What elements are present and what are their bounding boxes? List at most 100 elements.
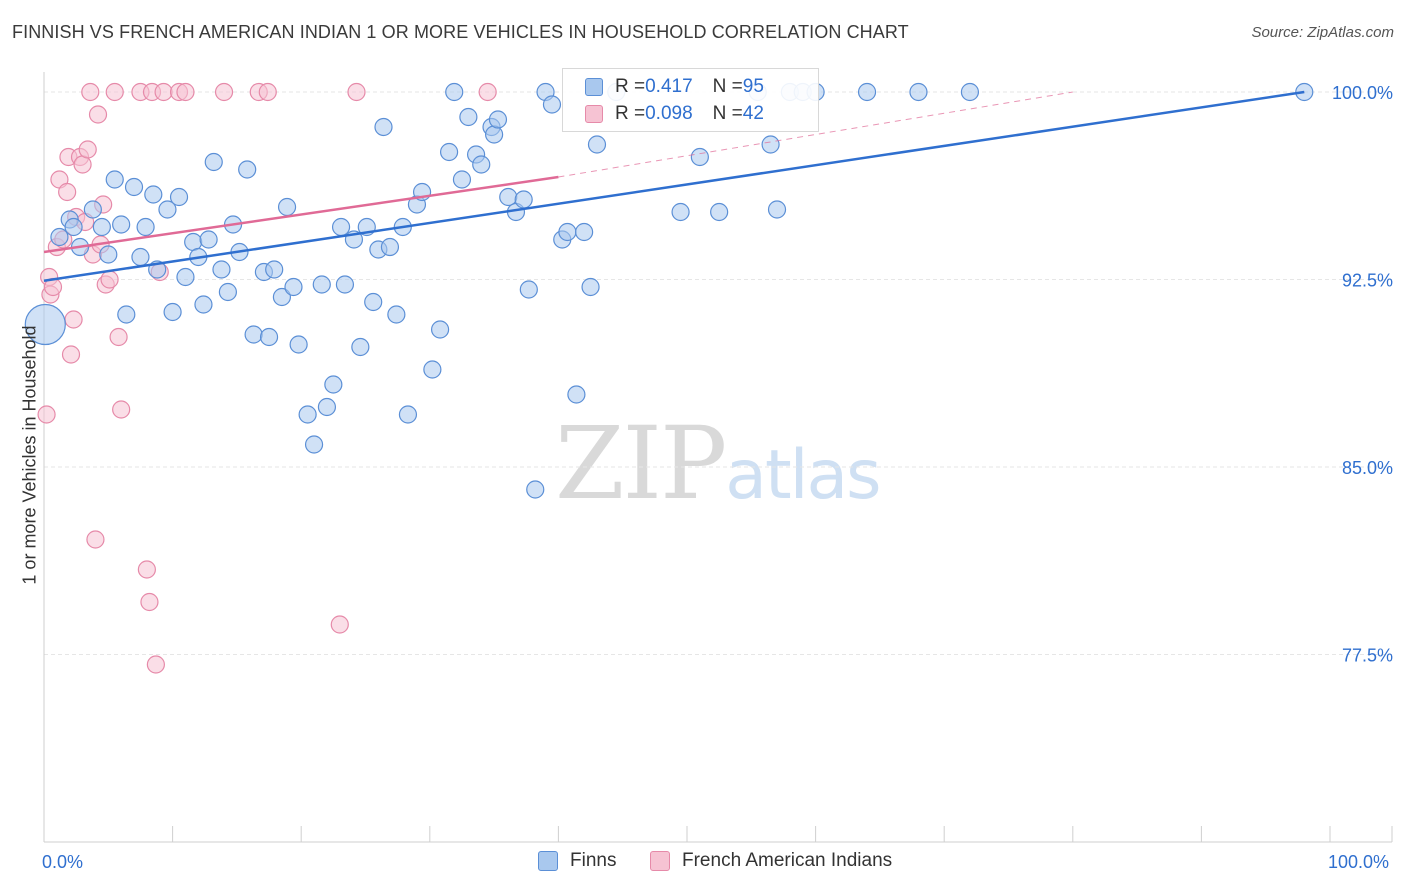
finns-point — [259, 327, 279, 347]
finns-point — [105, 170, 124, 189]
source-label: Source: ZipAtlas.com — [1251, 24, 1394, 41]
finns-point — [298, 405, 317, 424]
legend-item-fai[interactable]: French American Indians — [650, 850, 892, 872]
chart-title: FINNISH VS FRENCH AMERICAN INDIAN 1 OR M… — [12, 22, 909, 42]
finns-point — [335, 275, 355, 294]
fai-point — [81, 82, 100, 102]
finns-point — [131, 247, 150, 267]
finns-point — [387, 305, 406, 324]
fai-point — [88, 105, 108, 124]
finns-point — [24, 303, 66, 346]
finns-point — [331, 217, 351, 237]
fai-point — [112, 400, 131, 419]
correlation-legend: R = 0.417 N = 95 R = 0.098 N = 42 — [562, 68, 819, 132]
finns-point — [909, 82, 928, 102]
finns-point — [204, 152, 223, 172]
finns-point — [710, 202, 729, 222]
watermark-zip: ZIP — [555, 405, 727, 522]
finns-point — [176, 267, 195, 287]
finns-point — [767, 200, 787, 219]
finns-point — [144, 185, 163, 204]
fai-trend-extension — [558, 91, 1073, 178]
fai-r-value: 0.098 — [645, 103, 693, 124]
finns-point — [960, 82, 980, 102]
legend-row-finns: R = 0.417 N = 95 — [585, 73, 764, 101]
finns-point — [112, 215, 131, 234]
finns-r-value: 0.417 — [645, 76, 693, 97]
fai-point — [176, 82, 195, 102]
axes — [43, 72, 1393, 843]
finns-point — [324, 375, 343, 394]
finns-point — [445, 82, 464, 102]
n-label: N = — [712, 103, 743, 124]
finns-trend-line — [43, 90, 1305, 282]
fai-point — [58, 182, 77, 202]
trend-lines — [43, 90, 1305, 282]
finns-point — [277, 197, 297, 217]
finns-legend-swatch — [538, 851, 558, 871]
fai-trend-line — [43, 175, 559, 254]
fai-point — [61, 345, 81, 364]
r-label: R = — [615, 103, 646, 124]
finns-point — [526, 480, 545, 499]
fai-n-value: 42 — [742, 103, 764, 124]
finns-point — [581, 277, 600, 297]
finns-legend-label: Finns — [570, 850, 617, 871]
x-tick-label-min: 0.0% — [42, 852, 84, 872]
finns-point — [575, 222, 594, 242]
x-tick-label-max: 100.0% — [1328, 852, 1390, 872]
fai-point — [154, 82, 173, 102]
fai-point — [478, 82, 497, 102]
finns-point — [265, 260, 284, 279]
fai-point — [258, 82, 277, 102]
finns-point — [199, 230, 218, 249]
finns-point — [284, 277, 303, 297]
finns-point — [567, 385, 586, 404]
watermark: ZIPatlas — [555, 405, 882, 522]
finns-point — [542, 95, 562, 114]
fai-point — [330, 615, 349, 634]
finns-point — [317, 397, 337, 417]
finns-point — [398, 405, 418, 424]
legend-item-finns[interactable]: Finns — [538, 850, 616, 872]
fai-legend-swatch — [650, 851, 670, 871]
finns-point — [244, 325, 263, 344]
finns-point — [430, 320, 450, 339]
finns-point — [587, 135, 607, 154]
finns-point — [485, 125, 504, 144]
fai-point — [214, 82, 234, 102]
finns-point — [452, 170, 472, 189]
finns-point — [439, 142, 459, 162]
finns-point — [857, 82, 877, 102]
fai-point — [137, 560, 156, 579]
finns-point — [50, 227, 69, 247]
fai-point — [64, 310, 83, 329]
finns-point — [514, 190, 533, 209]
finns-point — [364, 292, 383, 312]
finns-point — [218, 282, 237, 302]
finns-point — [488, 110, 508, 129]
fai-point — [78, 140, 97, 159]
y-tick-label: 100.0% — [1332, 83, 1393, 103]
finns-point — [472, 155, 491, 174]
fai-point — [86, 530, 105, 549]
finns-point — [289, 335, 308, 354]
finns-point — [272, 287, 292, 307]
finns-point — [163, 302, 182, 322]
finns-point — [671, 202, 690, 222]
finns-point — [136, 217, 155, 237]
y-tick-label: 77.5% — [1342, 646, 1393, 666]
finns-point — [92, 217, 111, 237]
finns-point — [558, 222, 577, 242]
n-label: N = — [712, 76, 743, 97]
finns-point — [690, 147, 709, 167]
finns-point — [169, 187, 189, 207]
finns-point — [351, 337, 370, 357]
finns-point — [519, 280, 538, 299]
y-axis-label: 1 or more Vehicles in Household — [19, 325, 40, 585]
finns-n-value: 95 — [742, 76, 764, 97]
fai-point — [100, 270, 119, 289]
fai-point — [140, 592, 159, 612]
y-tick-label: 92.5% — [1342, 271, 1393, 291]
